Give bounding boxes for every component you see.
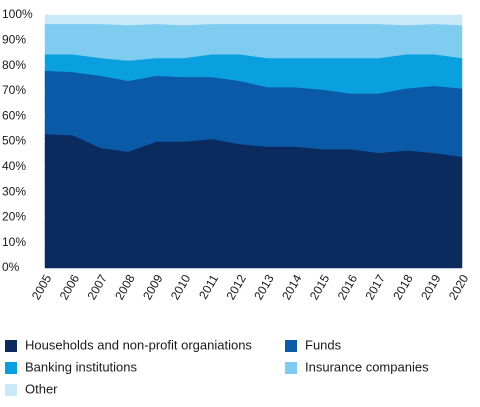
y-tick-label: 100% [2, 7, 33, 21]
y-tick-label: 0% [2, 260, 20, 274]
x-tick-label: 2011 [196, 272, 221, 302]
x-tick-label: 2006 [57, 272, 83, 302]
x-tick-label: 2013 [251, 272, 277, 302]
legend-swatch [285, 340, 297, 352]
x-tick-label: 2010 [168, 272, 194, 302]
x-tick-label: 2012 [223, 272, 249, 302]
legend-label: Banking institutions [25, 359, 138, 374]
x-tick-label: 2017 [362, 272, 388, 302]
area [44, 23, 463, 61]
legend-swatch [5, 362, 17, 374]
x-tick-label: 2014 [279, 272, 305, 302]
y-tick-label: 70% [2, 83, 26, 97]
area [44, 14, 463, 26]
legend-label: Households and non-profit organiations [25, 337, 252, 352]
y-tick-label: 40% [2, 159, 26, 173]
x-tick-label: 2019 [418, 272, 444, 302]
y-tick-label: 60% [2, 108, 26, 122]
legend-swatch [5, 384, 17, 396]
y-tick-label: 20% [2, 210, 26, 224]
y-tick-label: 80% [2, 58, 26, 72]
y-tick-label: 10% [2, 235, 26, 249]
x-tick-label: 2009 [140, 272, 166, 302]
x-tick-label: 2008 [112, 272, 138, 302]
y-tick-label: 90% [2, 32, 26, 46]
legend-label: Funds [305, 337, 342, 352]
x-tick-label: 2018 [390, 272, 416, 302]
x-tick-label: 2005 [29, 272, 55, 302]
legend-label: Other [25, 381, 58, 396]
y-tick-label: 50% [2, 134, 26, 148]
x-tick-label: 2016 [335, 272, 361, 302]
legend-label: Insurance companies [305, 359, 429, 374]
y-tick-label: 30% [2, 184, 26, 198]
legend-swatch [5, 340, 17, 352]
area [44, 133, 463, 269]
x-tick-label: 2015 [307, 272, 333, 302]
x-tick-label: 2007 [84, 272, 110, 302]
legend-swatch [285, 362, 297, 374]
x-tick-label: 2020 [446, 272, 472, 302]
